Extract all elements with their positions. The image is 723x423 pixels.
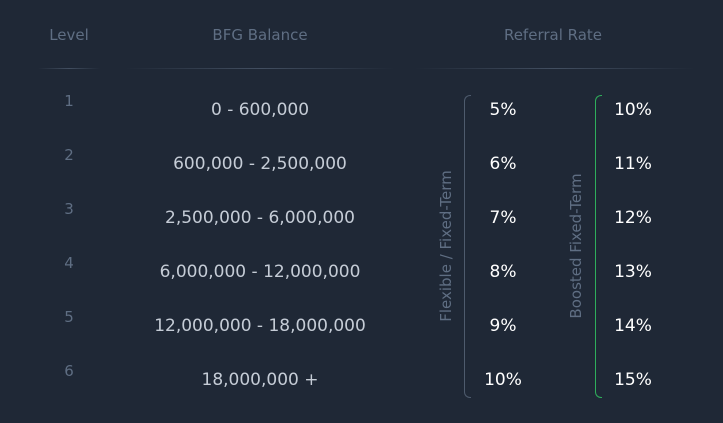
flexible-rate: 8% bbox=[489, 262, 517, 282]
header-referral-rate: Referral Rate bbox=[503, 26, 603, 44]
boosted-rate: 13% bbox=[614, 262, 652, 282]
table-row: 5 12,000,000 - 18,000,000 9% 14% bbox=[0, 308, 723, 346]
level-number: 3 bbox=[64, 200, 74, 218]
boosted-rate: 11% bbox=[614, 154, 652, 174]
table-row: 6 18,000,000 + 10% 15% bbox=[0, 362, 723, 400]
flexible-rate: 10% bbox=[484, 370, 522, 390]
level-number: 6 bbox=[64, 362, 74, 380]
level-number: 1 bbox=[64, 92, 74, 110]
boosted-fixed-term-label: Boosted Fixed-Term bbox=[567, 173, 585, 319]
level-number: 4 bbox=[64, 254, 74, 272]
header-bfg-balance: BFG Balance bbox=[212, 26, 308, 44]
table-row: 2 600,000 - 2,500,000 6% 11% bbox=[0, 146, 723, 184]
table-row: 3 2,500,000 - 6,000,000 7% 12% bbox=[0, 200, 723, 238]
flexible-rate: 6% bbox=[489, 154, 517, 174]
boosted-rate: 12% bbox=[614, 208, 652, 228]
flexible-rate: 7% bbox=[489, 208, 517, 228]
bfg-balance-range: 600,000 - 2,500,000 bbox=[173, 154, 347, 174]
flexible-fixed-term-label: Flexible / Fixed-Term bbox=[437, 170, 455, 322]
table-row: 4 6,000,000 - 12,000,000 8% 13% bbox=[0, 254, 723, 292]
flexible-rate: 9% bbox=[489, 316, 517, 336]
header-level: Level bbox=[49, 26, 89, 44]
header-divider-level bbox=[38, 68, 100, 69]
header-divider-rate bbox=[415, 68, 695, 69]
bfg-balance-range: 6,000,000 - 12,000,000 bbox=[159, 262, 361, 282]
table-row: 1 0 - 600,000 5% 10% bbox=[0, 92, 723, 130]
flexible-bracket bbox=[464, 95, 471, 398]
boosted-bracket bbox=[595, 95, 602, 398]
bfg-balance-range: 12,000,000 - 18,000,000 bbox=[154, 316, 366, 336]
level-number: 2 bbox=[64, 146, 74, 164]
bfg-balance-range: 18,000,000 + bbox=[201, 370, 319, 390]
boosted-rate: 10% bbox=[614, 100, 652, 120]
flexible-rate: 5% bbox=[489, 100, 517, 120]
boosted-rate: 15% bbox=[614, 370, 652, 390]
boosted-rate: 14% bbox=[614, 316, 652, 336]
bfg-balance-range: 0 - 600,000 bbox=[210, 100, 310, 120]
level-number: 5 bbox=[64, 308, 74, 326]
bfg-balance-range: 2,500,000 - 6,000,000 bbox=[165, 208, 355, 228]
header-divider-balance bbox=[125, 68, 395, 69]
